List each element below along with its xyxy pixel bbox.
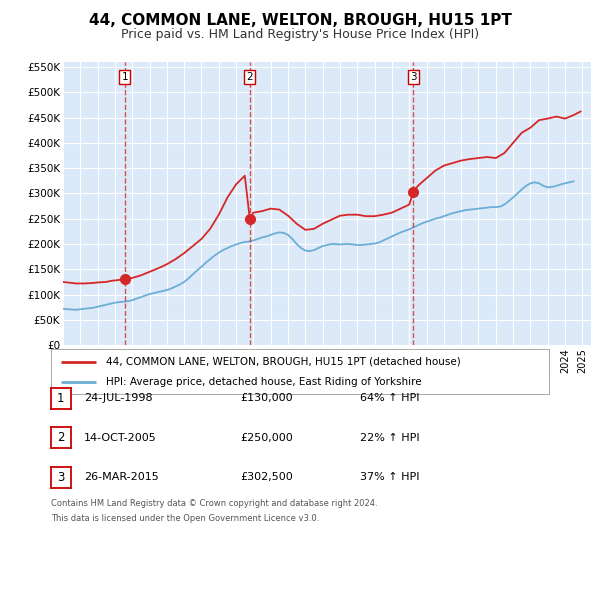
Text: 22% ↑ HPI: 22% ↑ HPI <box>360 433 419 442</box>
Text: 2: 2 <box>247 72 253 82</box>
Text: 1: 1 <box>121 72 128 82</box>
Text: 2: 2 <box>57 431 65 444</box>
Text: 64% ↑ HPI: 64% ↑ HPI <box>360 394 419 403</box>
Text: 44, COMMON LANE, WELTON, BROUGH, HU15 1PT (detached house): 44, COMMON LANE, WELTON, BROUGH, HU15 1P… <box>106 357 461 367</box>
Text: Contains HM Land Registry data © Crown copyright and database right 2024.: Contains HM Land Registry data © Crown c… <box>51 499 377 507</box>
Text: 1: 1 <box>57 392 65 405</box>
Text: 24-JUL-1998: 24-JUL-1998 <box>84 394 152 403</box>
Text: HPI: Average price, detached house, East Riding of Yorkshire: HPI: Average price, detached house, East… <box>106 376 421 386</box>
Text: 3: 3 <box>57 471 65 484</box>
Text: 14-OCT-2005: 14-OCT-2005 <box>84 433 157 442</box>
Text: 37% ↑ HPI: 37% ↑ HPI <box>360 473 419 482</box>
Text: 44, COMMON LANE, WELTON, BROUGH, HU15 1PT: 44, COMMON LANE, WELTON, BROUGH, HU15 1P… <box>89 13 511 28</box>
Text: £250,000: £250,000 <box>240 433 293 442</box>
Text: 3: 3 <box>410 72 416 82</box>
Text: Price paid vs. HM Land Registry's House Price Index (HPI): Price paid vs. HM Land Registry's House … <box>121 28 479 41</box>
Text: 26-MAR-2015: 26-MAR-2015 <box>84 473 159 482</box>
Text: £302,500: £302,500 <box>240 473 293 482</box>
Text: £130,000: £130,000 <box>240 394 293 403</box>
Text: This data is licensed under the Open Government Licence v3.0.: This data is licensed under the Open Gov… <box>51 514 319 523</box>
